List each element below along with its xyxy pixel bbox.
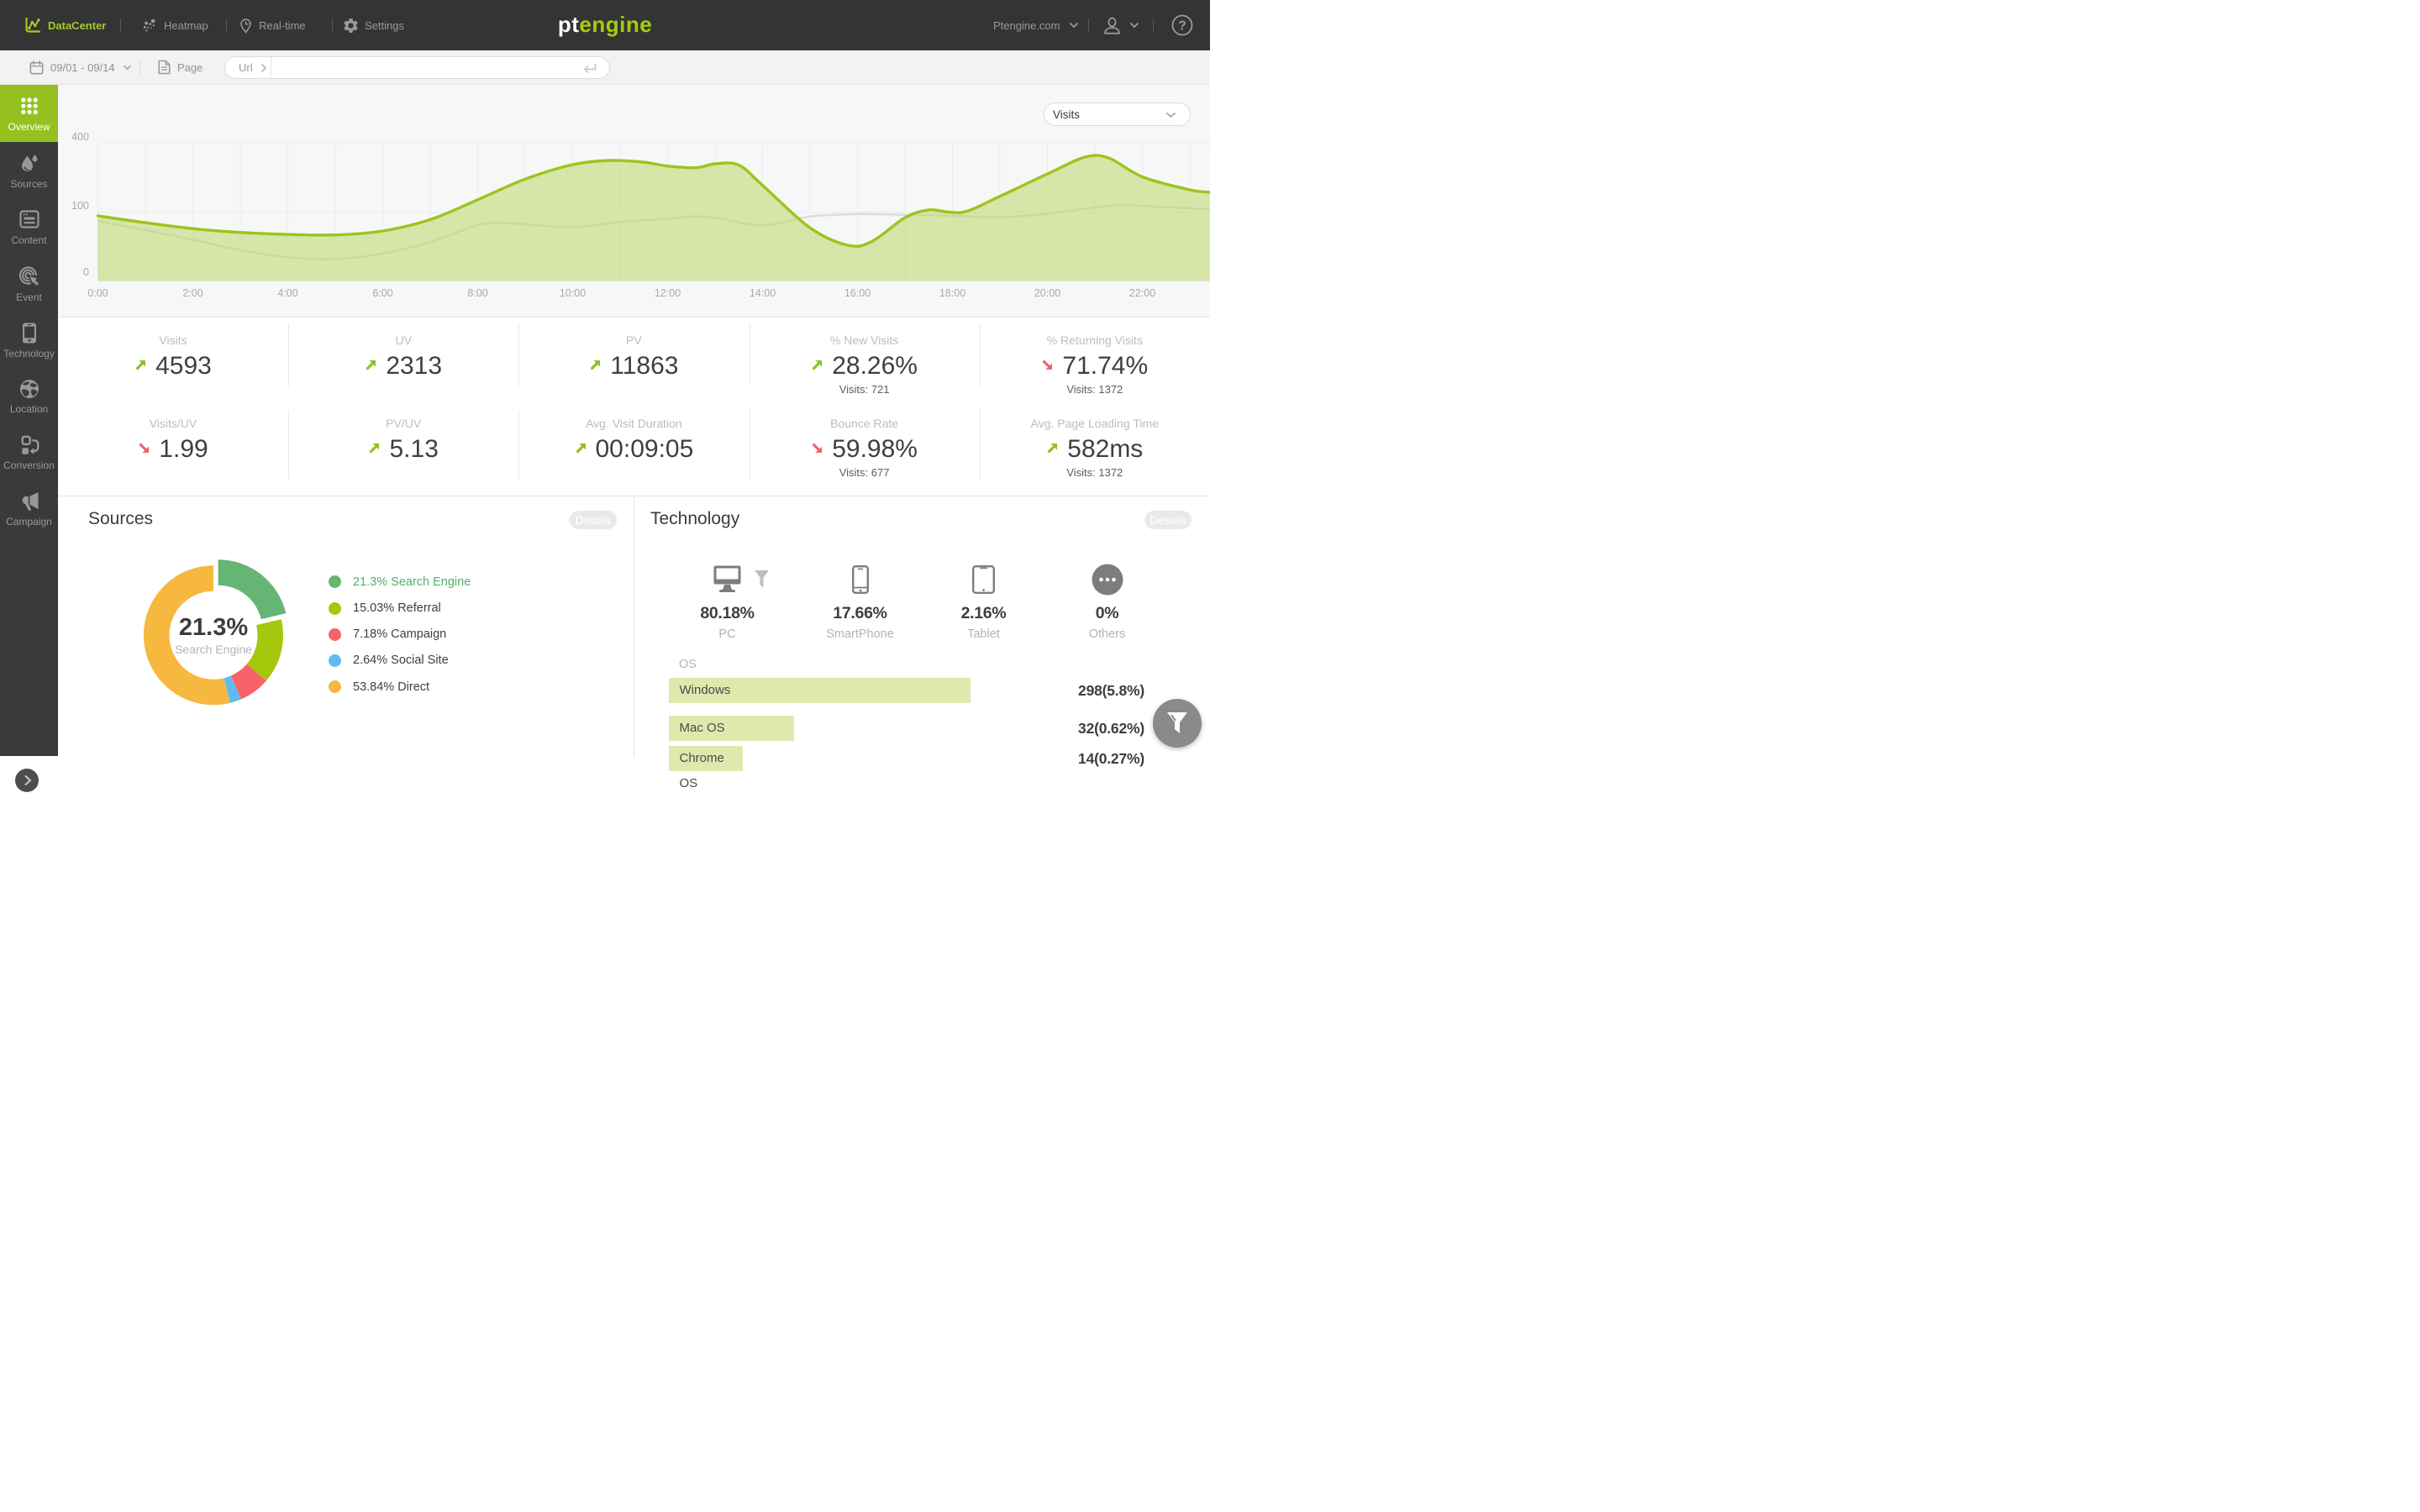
svg-text:?: ? <box>1178 18 1186 33</box>
